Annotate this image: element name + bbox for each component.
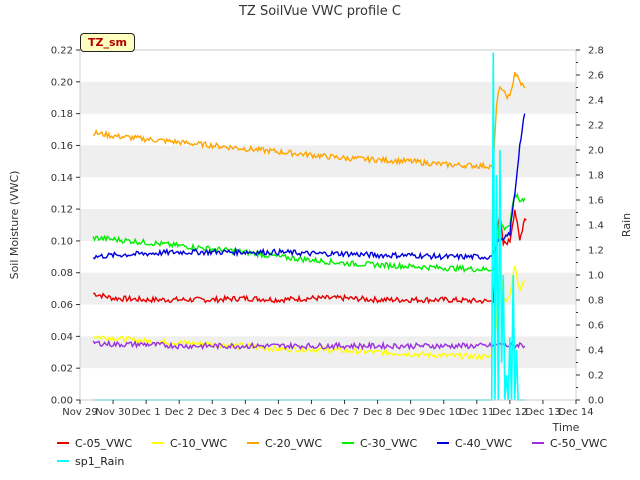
y2-tick-label: 2.0: [588, 146, 604, 157]
y-tick-label: 0.14: [51, 173, 73, 184]
series-line-c-10-vwc: [92, 255, 526, 360]
y2-tick-label: 0.2: [588, 371, 604, 382]
y-tick-label: 0.08: [51, 268, 73, 279]
x-tick-label: Dec 14: [558, 407, 593, 418]
x-tick-label: Dec 12: [492, 407, 527, 418]
x-tick-label: Dec 4: [231, 407, 260, 418]
y2-tick-label: 1.8: [588, 171, 604, 182]
y-axis-left: 0.00 0.02 0.04 0.06 0.08 0.10 0.12 0.14 0.16 0.18…: [51, 46, 80, 407]
x-tick-label: Dec 1: [132, 407, 161, 418]
y2-tick-label: 2.8: [588, 46, 604, 57]
x-tick-label: Dec 5: [264, 407, 293, 418]
legend-label: C-10_VWC: [170, 437, 228, 450]
y2-tick-label: 1.6: [588, 196, 604, 207]
legend: C-05_VWC C-10_VWC C-20_VWC C-30_VWC C-40_VWC…: [57, 437, 608, 468]
grid-band: [80, 81, 576, 114]
series-line-c-30-vwc: [92, 191, 526, 274]
y-tick-label: 0.20: [51, 77, 73, 88]
x-tick-label: Dec 9: [396, 407, 425, 418]
x-tick-label: Dec 2: [165, 407, 194, 418]
y-tick-label: 0.16: [51, 141, 73, 152]
y-tick-label: 0.12: [51, 205, 73, 216]
y2-tick-label: 1.2: [588, 246, 604, 257]
y2-tick-label: 0.8: [588, 296, 604, 307]
y2-tick-label: 2.4: [588, 96, 604, 107]
x-tick-label: Dec 13: [525, 407, 560, 418]
x-tick-label: Nov 30: [95, 407, 130, 418]
series-line-c-20-vwc: [92, 71, 526, 170]
y-tick-label: 0.04: [51, 332, 73, 343]
y-tick-label: 0.18: [51, 109, 73, 120]
legend-label: C-50_VWC: [550, 437, 608, 450]
y2-tick-label: 0.0: [588, 396, 604, 407]
chart-title: TZ SoilVue VWC profile C: [238, 4, 401, 19]
y2-tick-label: 0.6: [588, 321, 604, 332]
series-line-c-05-vwc: [93, 209, 527, 305]
y-tick-label: 0.00: [51, 396, 73, 407]
y-axis-label: Soil Moisture (VWC): [8, 171, 21, 280]
y2-tick-label: 1.0: [588, 271, 604, 282]
legend-label: sp1_Rain: [75, 455, 124, 468]
station-badge: TZ_sm: [80, 33, 135, 52]
x-tick-label: Dec 6: [297, 407, 326, 418]
x-tick-label: Dec 10: [426, 407, 461, 418]
y2-tick-label: 2.6: [588, 71, 604, 82]
series-line-c-40-vwc: [92, 113, 526, 262]
series-line-c-50-vwc: [92, 339, 526, 351]
y2-tick-label: 0.4: [588, 346, 604, 357]
y2-tick-label: 2.2: [588, 121, 604, 132]
y-tick-label: 0.02: [51, 364, 73, 375]
y-tick-label: 0.10: [51, 236, 73, 247]
x-tick-label: Dec 8: [363, 407, 392, 418]
y-tick-label: 0.06: [51, 300, 73, 311]
x-axis-label: Time: [552, 421, 580, 434]
x-tick-label: Nov 29: [62, 407, 97, 418]
y-axis-right: 0.0 0.2 0.4 0.6 0.8 1.0 1.2 1.4 1.6 1.8 2.0 2.2 2.4 2…: [576, 46, 604, 407]
x-tick-label: Dec 7: [330, 407, 359, 418]
x-tick-label: Dec 3: [198, 407, 227, 418]
y2-axis-label: Rain: [620, 213, 633, 237]
y-tick-label: 0.22: [51, 46, 73, 57]
x-tick-label: Dec 11: [459, 407, 494, 418]
legend-label: C-40_VWC: [455, 437, 513, 450]
legend-label: C-30_VWC: [360, 437, 418, 450]
grid-band: [80, 145, 576, 178]
legend-label: C-20_VWC: [265, 437, 323, 450]
legend-label: C-05_VWC: [75, 437, 133, 450]
y2-tick-label: 1.4: [588, 221, 604, 232]
